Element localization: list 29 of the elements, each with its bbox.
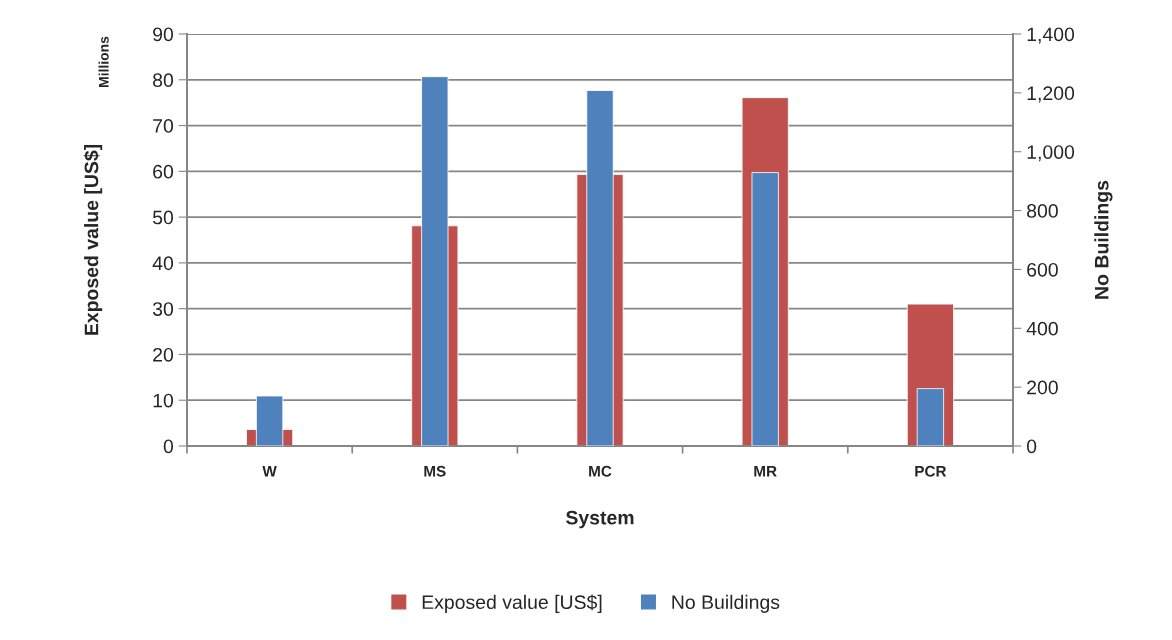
y-tick-label: 50 (152, 210, 174, 225)
y-axis-title: Exposed value [US$] (83, 144, 103, 335)
y2-tick-label: 600 (1027, 262, 1058, 277)
legend-label: Exposed value [US$] (422, 594, 602, 613)
y-tick-label: 60 (153, 164, 174, 179)
y-tick-label: 0 (163, 439, 174, 454)
y-tick-label: 90 (153, 27, 174, 42)
y2-tick-label: 400 (1026, 321, 1058, 336)
x-tick-label: MR (754, 466, 777, 477)
y2-tick-label: 1,000 (1027, 145, 1075, 162)
y2-tick-label: 0 (1026, 439, 1037, 454)
y-tick-label: 70 (153, 119, 174, 133)
y-tick-label: 20 (153, 347, 174, 362)
x-axis-title: System (565, 510, 634, 529)
y-tick-label: 10 (153, 393, 174, 408)
legend-label: No Buildings (672, 594, 780, 613)
x-tick-label: PCR (915, 465, 947, 477)
y2-axis-title: No Buildings (1094, 180, 1113, 299)
y-tick-label: 80 (153, 73, 174, 88)
y2-tick-label: 200 (1027, 380, 1058, 395)
y2-tick-label: 1,400 (1027, 27, 1075, 44)
y2-tick-label: 800 (1027, 204, 1058, 218)
y2-tick-label: 1,200 (1027, 86, 1075, 103)
y-tick-label: 30 (152, 302, 174, 316)
text: Millions (98, 36, 109, 87)
y-tick-label: 40 (152, 256, 174, 271)
x-tick-label: W (262, 466, 277, 477)
x-tick-label: MC (589, 465, 612, 477)
x-tick-label: MS (424, 465, 446, 477)
